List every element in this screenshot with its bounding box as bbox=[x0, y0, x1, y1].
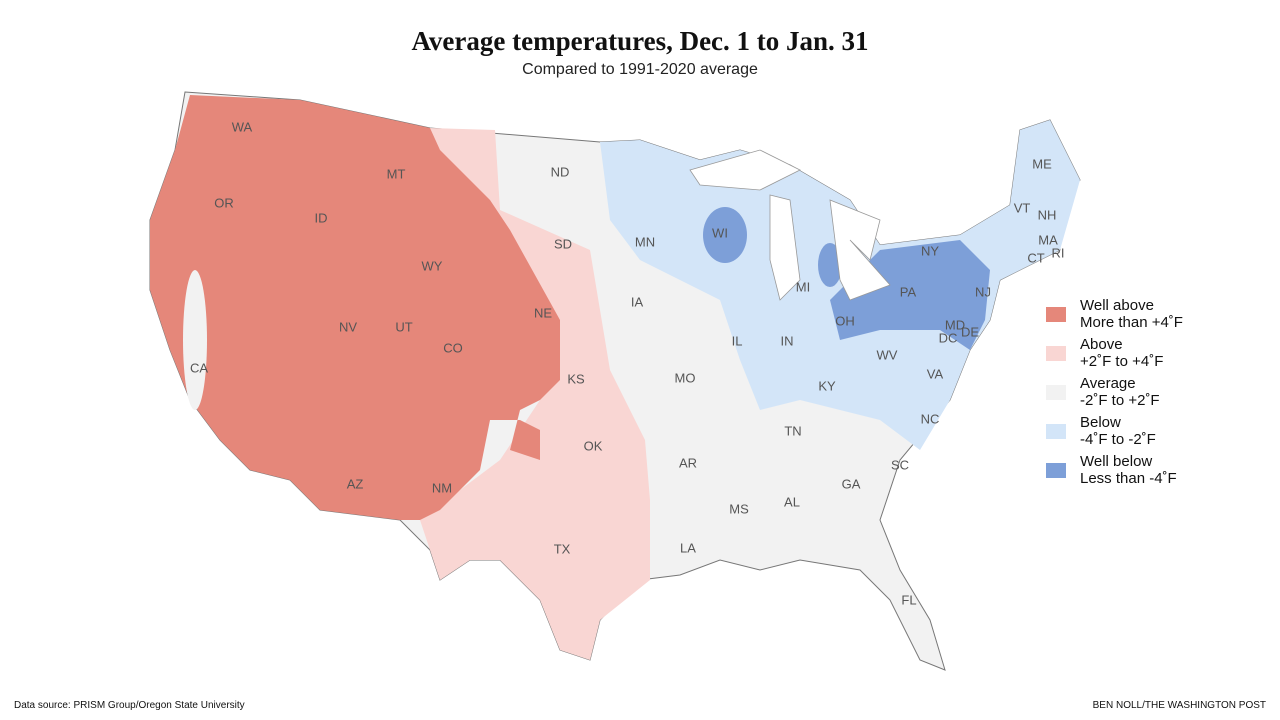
lake-huron-erie bbox=[829, 199, 891, 301]
state-label-oh: OH bbox=[835, 313, 855, 329]
legend-swatch bbox=[1046, 307, 1066, 322]
state-label-wv: WV bbox=[876, 347, 898, 363]
state-label-nj: NJ bbox=[975, 284, 991, 300]
state-label-nv: NV bbox=[338, 319, 358, 335]
legend-swatch bbox=[1046, 385, 1066, 400]
chart-subtitle: Compared to 1991-2020 average bbox=[522, 61, 758, 78]
state-label-mt: MT bbox=[386, 166, 406, 182]
legend-label: Above bbox=[1080, 336, 1123, 353]
region-below bbox=[600, 120, 1080, 450]
state-label-mi: MI bbox=[795, 279, 811, 295]
data-source: Data source: PRISM Group/Oregon State Un… bbox=[14, 700, 245, 711]
state-label-nm: NM bbox=[431, 480, 453, 496]
legend-item: Above +2˚F to +4˚F bbox=[1046, 336, 1183, 370]
legend-item: Average -2˚F to +2˚F bbox=[1046, 375, 1183, 409]
state-label-tx: TX bbox=[553, 541, 571, 557]
state-label-wy: WY bbox=[421, 258, 443, 274]
state-label-ms: MS bbox=[729, 501, 749, 517]
state-label-ut: UT bbox=[395, 319, 413, 335]
region-well-above bbox=[150, 95, 560, 520]
state-label-mn: MN bbox=[634, 234, 656, 250]
state-label-in: IN bbox=[780, 333, 794, 349]
region-average-ca-valley bbox=[183, 270, 207, 410]
state-label-fl: FL bbox=[901, 592, 917, 608]
state-label-dc: DC bbox=[938, 330, 958, 346]
chart-title: Average temperatures, Dec. 1 to Jan. 31 bbox=[411, 26, 869, 56]
legend: Well above More than +4˚F Above +2˚F to +4˚… bbox=[1046, 297, 1183, 492]
state-label-ri: RI bbox=[1051, 245, 1065, 261]
state-label-pa: PA bbox=[899, 284, 917, 300]
legend-label: Average bbox=[1080, 375, 1136, 392]
state-label-ok: OK bbox=[583, 438, 603, 454]
state-label-mo: MO bbox=[674, 370, 696, 386]
state-label-ar: AR bbox=[678, 455, 698, 471]
state-label-il: IL bbox=[731, 333, 743, 349]
region-well-below-wi bbox=[703, 207, 747, 263]
state-label-co: CO bbox=[443, 340, 463, 356]
state-label-nc: NC bbox=[920, 411, 940, 427]
state-label-nh: NH bbox=[1037, 207, 1057, 223]
state-label-or: OR bbox=[214, 195, 234, 211]
state-label-ny: NY bbox=[920, 243, 940, 259]
state-label-sc: SC bbox=[890, 457, 910, 473]
legend-item: Well below Less than -4˚F bbox=[1046, 453, 1183, 487]
state-label-sd: SD bbox=[553, 236, 573, 252]
state-label-me: ME bbox=[1032, 156, 1052, 172]
state-label-tn: TN bbox=[784, 423, 802, 439]
lake-michigan bbox=[769, 194, 801, 301]
state-label-va: VA bbox=[926, 366, 944, 382]
legend-swatch bbox=[1046, 463, 1066, 478]
state-label-md: MD bbox=[944, 317, 966, 333]
state-label-ga: GA bbox=[841, 476, 861, 492]
credit: BEN NOLL/THE WASHINGTON POST bbox=[1092, 700, 1266, 711]
state-label-ca: CA bbox=[189, 360, 209, 376]
state-label-la: LA bbox=[680, 540, 696, 556]
state-label-de: DE bbox=[960, 324, 980, 340]
state-label-ia: IA bbox=[630, 294, 644, 310]
state-label-vt: VT bbox=[1013, 200, 1031, 216]
legend-item: Below -4˚F to -2˚F bbox=[1046, 414, 1183, 448]
legend-range: -4˚F to -2˚F bbox=[1080, 431, 1156, 448]
state-label-ma: MA bbox=[1038, 232, 1058, 248]
legend-range: -2˚F to +2˚F bbox=[1080, 392, 1160, 409]
state-label-ne: NE bbox=[533, 305, 553, 321]
legend-swatch bbox=[1046, 346, 1066, 361]
legend-label: Well below bbox=[1080, 453, 1153, 470]
legend-item: Well above More than +4˚F bbox=[1046, 297, 1183, 331]
legend-label: Below bbox=[1080, 414, 1121, 431]
state-label-al: AL bbox=[784, 494, 800, 510]
region-well-below-mi bbox=[818, 243, 842, 287]
state-label-ct: CT bbox=[1027, 250, 1045, 266]
great-lakes bbox=[689, 149, 801, 191]
legend-range: Less than -4˚F bbox=[1080, 470, 1177, 487]
legend-range: More than +4˚F bbox=[1080, 314, 1183, 331]
legend-label: Well above bbox=[1080, 297, 1154, 314]
state-label-nd: ND bbox=[550, 164, 570, 180]
state-label-id: ID bbox=[314, 210, 328, 226]
legend-swatch bbox=[1046, 424, 1066, 439]
state-label-wa: WA bbox=[231, 119, 253, 135]
legend-range: +2˚F to +4˚F bbox=[1080, 353, 1164, 370]
state-label-ks: KS bbox=[567, 371, 585, 387]
state-label-az: AZ bbox=[346, 476, 364, 492]
region-above bbox=[420, 128, 650, 660]
state-label-ky: KY bbox=[818, 378, 836, 394]
state-label-wi: WI bbox=[712, 225, 728, 241]
